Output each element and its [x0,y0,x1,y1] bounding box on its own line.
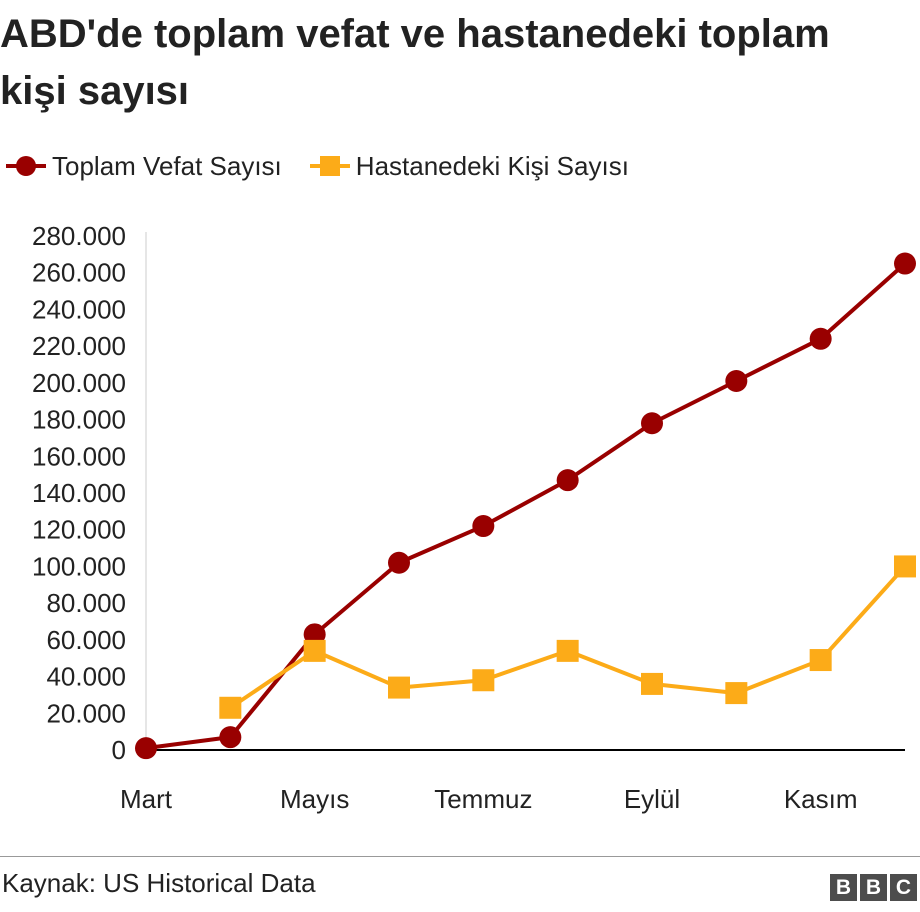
data-point-deaths [809,327,832,350]
y-tick-label: 100.000 [32,551,126,581]
data-point-deaths [303,623,326,646]
legend-deaths-marker-icon [6,156,46,176]
line-chart: 0 20.000 40.000 60.000 80.000 100.000 120.000 1… [32,221,916,814]
x-tick-label: Mart [120,784,173,814]
y-tick-label: 200.000 [32,368,126,398]
y-tick-label: 240.000 [32,294,126,324]
data-point-deaths [219,726,242,749]
data-point-deaths [556,469,579,492]
bbc-logo-letter: C [890,874,917,901]
data-point-deaths [725,370,748,393]
data-point-hospitalized [641,672,663,695]
y-tick-label: 120.000 [32,515,126,545]
legend: Toplam Vefat Sayısı Hastanedeki Kişi Say… [6,146,657,186]
legend-hospitalized-marker-icon [309,156,350,176]
y-tick-label: 140.000 [32,478,126,508]
data-point-deaths [135,737,157,760]
bbc-logo-letter: B [860,874,887,901]
chart-title: ABD'de toplam vefat ve hastanedeki topla… [0,12,830,113]
y-tick-label: 220.000 [32,331,126,361]
y-tick-label: 40.000 [46,662,126,692]
data-point-hospitalized [725,682,748,705]
y-tick-label: 260.000 [32,258,126,288]
x-tick-label: Temmuz [434,784,532,814]
y-tick-label: 20.000 [46,698,126,728]
y-tick-label: 80.000 [46,588,126,618]
bbc-logo-letter: B [830,874,857,901]
bbc-logo: B B C [830,874,917,901]
data-point-hospitalized [388,676,410,699]
x-tick-label: Kasım [784,784,858,814]
y-tick-label: 60.000 [46,625,126,655]
legend-deaths-label: Toplam Vefat Sayısı [52,150,282,181]
series-line-0 [145,262,907,751]
data-point-hospitalized [556,639,579,662]
data-point-hospitalized [219,696,242,719]
y-tick-label: 180.000 [32,405,126,435]
source-text: Kaynak: US Historical Data [2,868,316,898]
legend-item-hospitalized: Hastanedeki Kişi Sayısı [309,150,629,182]
x-tick-label: Mayıs [280,784,349,814]
data-point-hospitalized [472,669,495,692]
data-point-deaths [894,252,916,275]
data-point-deaths [472,515,495,538]
y-tick-label: 0 [112,735,126,765]
x-tick-label: Eylül [624,784,680,814]
data-point-hospitalized [809,649,832,672]
data-point-deaths [641,412,663,435]
legend-hospitalized-label: Hastanedeki Kişi Sayısı [355,150,629,181]
data-point-deaths [388,551,410,574]
data-point-hospitalized [894,555,916,578]
series-line-1 [229,565,907,710]
y-tick-label: 160.000 [32,441,126,471]
y-tick-label: 280.000 [32,221,126,251]
footer-divider [0,856,920,857]
data-point-hospitalized [303,639,326,662]
legend-item-deaths: Toplam Vefat Sayısı [6,151,282,182]
